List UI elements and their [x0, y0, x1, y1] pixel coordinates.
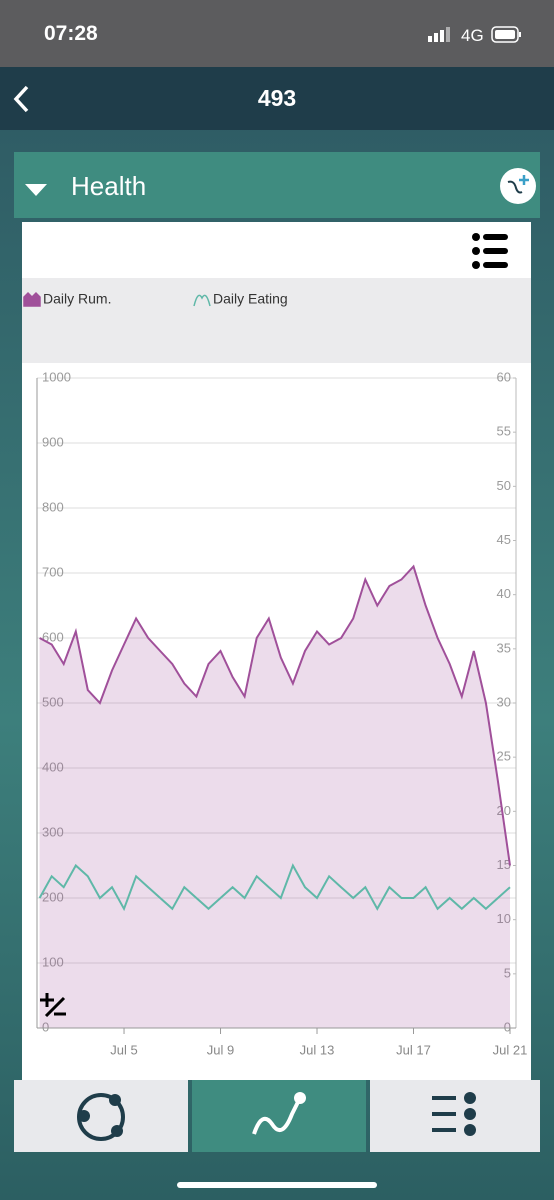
y-tick-label: 1000 [42, 369, 71, 384]
chart-card [22, 222, 531, 1080]
back-button[interactable] [10, 83, 34, 115]
y-tick-label: 800 [42, 499, 64, 514]
panel-header[interactable]: Health [14, 152, 540, 218]
x-tick-label: Jul 21 [493, 1042, 528, 1057]
y2-tick-label: 55 [497, 424, 511, 439]
tab-graph[interactable] [192, 1080, 366, 1152]
y2-tick-label: 25 [497, 749, 511, 764]
y2-tick-label: 45 [497, 532, 511, 547]
y-tick-label: 100 [42, 954, 64, 969]
y-tick-label: 500 [42, 694, 64, 709]
clock: 07:28 [44, 22, 98, 45]
status-bar: 07:28 4G [0, 0, 554, 67]
nav-bar: 493 [0, 67, 554, 130]
tab-cycle[interactable] [14, 1080, 188, 1152]
legend-label: Daily Rum. [43, 291, 111, 307]
collapse-arrow[interactable] [24, 182, 48, 198]
y2-tick-label: 20 [497, 803, 511, 818]
panel-title: Health [71, 171, 147, 201]
y2-tick-label: 50 [497, 478, 511, 493]
zoom-toggle[interactable] [40, 993, 66, 1018]
x-tick-label: Jul 9 [207, 1042, 234, 1057]
home-indicator [177, 1182, 377, 1188]
x-tick-label: Jul 17 [396, 1042, 431, 1057]
legend [22, 278, 531, 363]
y2-tick-label: 10 [497, 911, 511, 926]
series-line [38, 863, 511, 912]
add-button[interactable] [500, 168, 536, 204]
y-tick-label: 600 [42, 629, 64, 644]
y-tick-label: 0 [42, 1019, 49, 1034]
y2-tick-label: 15 [497, 857, 511, 872]
y2-tick-label: 60 [497, 369, 511, 384]
chart: Daily Rum. Daily Eating010020030040050060… [23, 291, 528, 1057]
nav-title: 493 [257, 85, 297, 111]
status-icons [428, 26, 521, 43]
network: 4G [461, 26, 484, 45]
y-tick-label: 900 [42, 434, 64, 449]
y2-tick-label: 40 [497, 586, 511, 601]
y-tick-label: 400 [42, 759, 64, 774]
series-line [39, 564, 511, 866]
menu-icon[interactable] [470, 232, 510, 270]
tab-bar [14, 1080, 540, 1152]
y2-tick-label: 5 [504, 965, 511, 980]
y-tick-label: 300 [42, 824, 64, 839]
y-tick-label: 200 [42, 889, 64, 904]
y-tick-label: 700 [42, 564, 64, 579]
y2-tick-label: 0 [504, 1019, 511, 1034]
series-area [39, 566, 510, 1028]
y2-tick-label: 30 [497, 694, 511, 709]
x-tick-label: Jul 13 [300, 1042, 335, 1057]
y2-tick-label: 35 [497, 640, 511, 655]
legend-swatch [193, 294, 211, 307]
legend-swatch [23, 291, 41, 307]
tab-list[interactable] [370, 1080, 540, 1152]
legend-label: Daily Eating [213, 291, 288, 307]
x-tick-label: Jul 5 [110, 1042, 137, 1057]
